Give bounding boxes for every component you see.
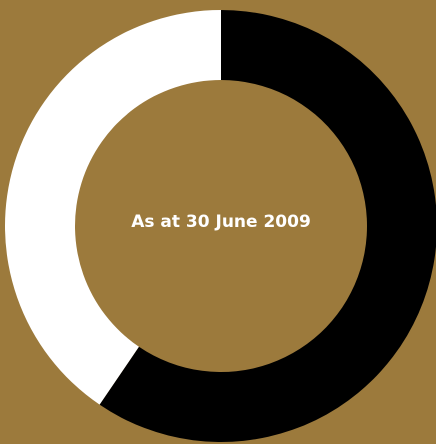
donut-slice-2 (4, 10, 222, 405)
donut-slices (4, 10, 436, 442)
donut-slice-1 (99, 10, 436, 442)
chart-title: As at 30 June 2009 (131, 212, 311, 232)
